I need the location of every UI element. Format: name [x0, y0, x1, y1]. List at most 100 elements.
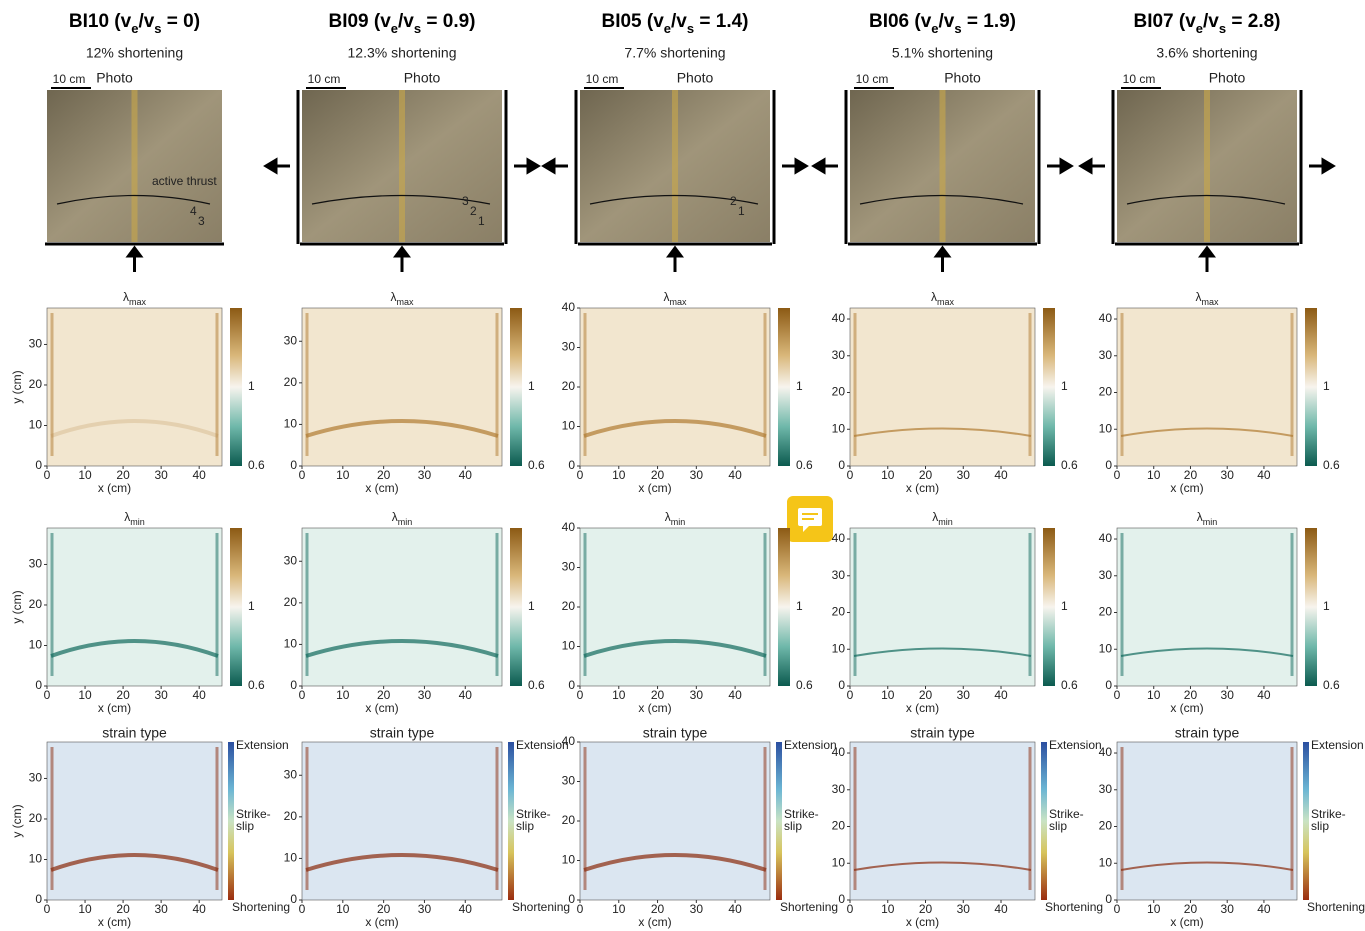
strain-legend: Strike-	[1311, 807, 1346, 821]
colorbar-label: 0.6	[528, 458, 545, 472]
panel-title: strain type	[102, 725, 167, 741]
y-tick-label: 40	[832, 531, 846, 545]
x-tick-label: 30	[154, 688, 168, 702]
title-part: s	[1219, 21, 1226, 36]
strain-legend: Extension	[516, 738, 569, 752]
x-tick-label: 20	[116, 688, 130, 702]
colorbar-label: 1	[528, 599, 535, 613]
colorbar-label: 1	[796, 599, 803, 613]
x-tick-label: 20	[651, 902, 665, 916]
photo-strip	[672, 90, 678, 242]
colorbar	[1303, 742, 1309, 900]
deformation-band	[1120, 427, 1294, 437]
panel-title-sub: max	[129, 297, 147, 307]
colorbar-label: 1	[528, 379, 535, 393]
strain-legend: slip	[236, 819, 254, 833]
y-tick-label: 0	[838, 892, 845, 906]
panel-title-lambda: λ	[663, 290, 669, 304]
panel-title-sub: max	[937, 297, 955, 307]
title-part: /v	[138, 11, 154, 32]
photo-label: Photo	[404, 70, 441, 86]
title-part: e	[931, 21, 938, 36]
x-axis-label: x (cm)	[98, 481, 131, 495]
strain-legend: slip	[516, 819, 534, 833]
y-tick-label: 0	[1105, 892, 1112, 906]
panel-title-lambda: λ	[390, 290, 396, 304]
x-tick-label: 0	[1114, 468, 1121, 482]
title-part: /v	[671, 11, 687, 32]
strain-legend: Shortening	[780, 900, 838, 914]
colorbar	[510, 308, 522, 466]
colorbar-label: 1	[1061, 599, 1068, 613]
y-tick-label: 0	[568, 458, 575, 472]
y-tick-label: 0	[35, 892, 42, 906]
extension-arrow	[263, 157, 290, 175]
y-tick-label: 20	[832, 819, 846, 833]
y-tick-label: 30	[29, 557, 43, 571]
colorbar-label: 0.6	[248, 678, 265, 692]
y-tick-label: 10	[562, 639, 576, 653]
photo-annotation: 1	[738, 204, 745, 218]
photo-annotation: 3	[462, 194, 469, 208]
panel-title: λmax	[1195, 290, 1219, 307]
deformation-band	[583, 639, 767, 658]
heatmap	[1116, 741, 1298, 901]
colorbar	[778, 528, 790, 686]
x-tick-label: 30	[957, 902, 971, 916]
title-part: s	[414, 21, 421, 36]
photo-strip	[1204, 90, 1210, 242]
push-arrow	[393, 245, 411, 272]
y-tick-label: 20	[284, 375, 298, 389]
x-axis-label: x (cm)	[365, 701, 398, 715]
x-tick-label: 10	[78, 902, 92, 916]
y-tick-label: 40	[832, 311, 846, 325]
x-tick-label: 30	[957, 468, 971, 482]
x-tick-label: 30	[1221, 468, 1235, 482]
heatmap	[46, 741, 223, 901]
y-tick-label: 10	[284, 637, 298, 651]
x-tick-label: 40	[994, 468, 1008, 482]
y-tick-label: 20	[562, 599, 576, 613]
title-part: e	[391, 21, 398, 36]
y-tick-label: 30	[1099, 348, 1113, 362]
column-title: BI07 (ve/vs = 2.8)	[1133, 11, 1280, 36]
deformation-band	[1120, 861, 1294, 871]
y-tick-label: 40	[562, 520, 576, 534]
x-tick-label: 10	[1147, 468, 1161, 482]
strain-legend: Strike-	[784, 807, 819, 821]
colorbar	[230, 528, 242, 686]
extension-arrow	[1309, 157, 1336, 175]
x-tick-label: 40	[1257, 688, 1271, 702]
heatmap	[849, 307, 1036, 467]
panel-title: λmin	[392, 510, 413, 527]
thrust-trace	[589, 194, 759, 205]
colorbar	[776, 742, 782, 900]
x-tick-label: 40	[994, 902, 1008, 916]
heatmap	[579, 307, 771, 467]
x-tick-label: 10	[612, 468, 626, 482]
colorbar	[510, 528, 522, 686]
y-tick-label: 20	[29, 811, 43, 825]
deformation-band	[50, 419, 219, 438]
colorbar-label: 1	[1061, 379, 1068, 393]
x-axis-label: x (cm)	[1170, 701, 1203, 715]
y-tick-label: 20	[1099, 385, 1113, 399]
y-tick-label: 20	[29, 377, 43, 391]
y-tick-label: 10	[1099, 855, 1113, 869]
title-part: = 2.8)	[1226, 11, 1280, 32]
deformation-band	[305, 419, 499, 438]
x-tick-label: 0	[847, 688, 854, 702]
x-tick-label: 30	[154, 468, 168, 482]
y-tick-label: 0	[838, 458, 845, 472]
panel-title-lambda: λ	[932, 510, 938, 524]
y-tick-label: 30	[832, 568, 846, 582]
photo-annotation: 3	[198, 214, 205, 228]
deformation-band	[583, 853, 767, 872]
y-axis-label: y (cm)	[10, 590, 24, 623]
x-tick-label: 30	[418, 902, 432, 916]
title-part: = 1.9)	[962, 11, 1016, 32]
y-tick-label: 30	[284, 553, 298, 567]
comment-icon[interactable]	[787, 496, 833, 542]
strain-legend: Strike-	[236, 807, 271, 821]
x-tick-label: 20	[651, 688, 665, 702]
